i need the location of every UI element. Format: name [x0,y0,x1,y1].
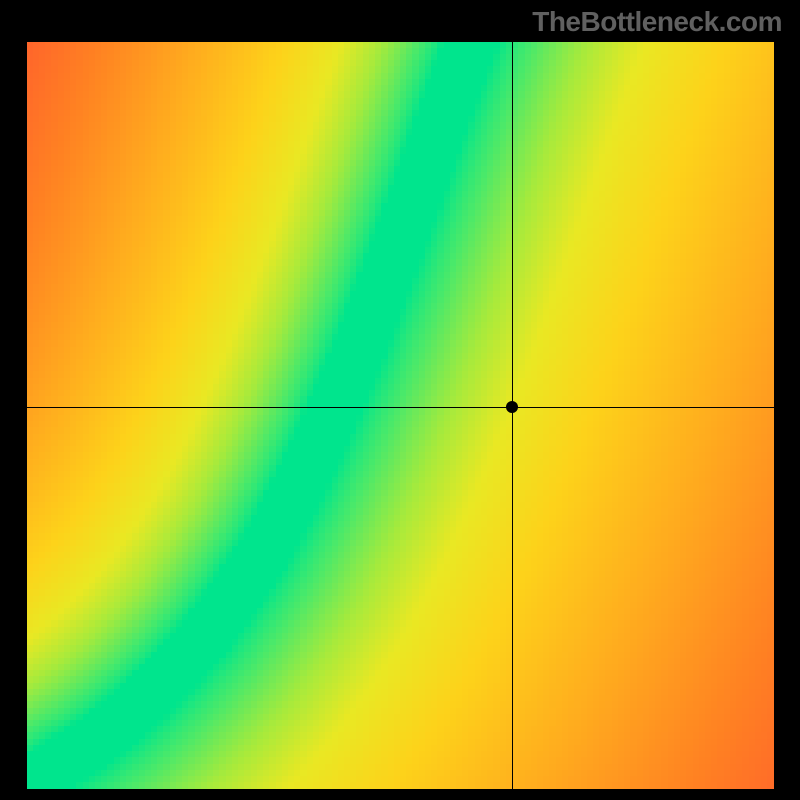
chart-container: TheBottleneck.com [0,0,800,800]
watermark-text: TheBottleneck.com [532,6,782,38]
bottleneck-heatmap [27,42,774,789]
